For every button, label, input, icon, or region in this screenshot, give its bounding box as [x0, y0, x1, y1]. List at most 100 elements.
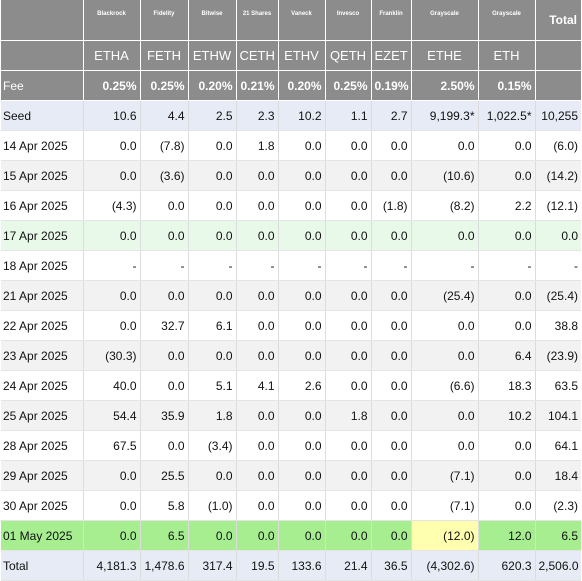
- flow-value: 0.0: [235, 160, 278, 191]
- flow-value: (10.6): [410, 160, 478, 191]
- row-date: 28 Apr 2025: [1, 430, 83, 461]
- flow-value: 0.0: [235, 520, 278, 551]
- ticker-symbol: ETHE: [410, 40, 478, 71]
- flow-value: 0.0: [324, 430, 371, 461]
- ticker-header-row: ETHA FETH ETHW CETH ETHV QETH EZET ETHE ETH: [1, 40, 581, 71]
- flow-value: 36.5: [370, 550, 411, 581]
- row-total: 63.5: [534, 370, 581, 401]
- flow-value: 0.0: [370, 130, 411, 161]
- flow-value: 1,478.6: [139, 550, 188, 581]
- flow-value: (8.2): [410, 190, 478, 221]
- issuer-name: Invesco: [324, 0, 371, 41]
- flow-value: 0.0: [187, 460, 236, 491]
- flow-value: 9,199.3*: [410, 100, 478, 131]
- flow-value: 0.0: [235, 490, 278, 521]
- flow-value: 0.0: [370, 220, 411, 251]
- flow-value: 0.0: [477, 430, 535, 461]
- flow-value: 0.0: [82, 160, 140, 191]
- flow-value: 18.3: [477, 370, 535, 401]
- flow-value: (12.0): [410, 520, 478, 551]
- flow-value: 620.3: [477, 550, 535, 581]
- row-date: 14 Apr 2025: [1, 130, 83, 161]
- fee-value: 0.20%: [277, 70, 325, 101]
- flow-value: -: [477, 250, 535, 281]
- flow-value: 0.0: [410, 220, 478, 251]
- row-total: (25.4): [534, 280, 581, 311]
- row-date: 18 Apr 2025: [1, 250, 83, 281]
- flow-value: 317.4: [187, 550, 236, 581]
- row-total: 0.0: [534, 220, 581, 251]
- flow-value: (4.3): [82, 190, 140, 221]
- issuer-name: Franklin: [370, 0, 411, 41]
- row-total: -: [534, 250, 581, 281]
- row-date: Total: [1, 550, 83, 581]
- flow-value: -: [277, 250, 325, 281]
- flow-value: 0.0: [277, 340, 325, 371]
- flow-value: 54.4: [82, 400, 140, 431]
- flow-value: 0.0: [235, 400, 278, 431]
- flow-value: 0.0: [235, 340, 278, 371]
- flow-value: (25.4): [410, 280, 478, 311]
- flow-value: 2.3: [235, 100, 278, 131]
- table-row: 29 Apr 2025 0.0 25.5 0.0 0.0 0.0 0.0 0.0 (7.1) 0.…: [1, 460, 581, 491]
- flow-value: 0.0: [82, 310, 140, 341]
- flow-value: -: [187, 250, 236, 281]
- flow-value: 0.0: [277, 310, 325, 341]
- flow-value: 0.0: [277, 430, 325, 461]
- flow-value: (7.1): [410, 460, 478, 491]
- flow-value: 4.1: [235, 370, 278, 401]
- flow-value: 40.0: [82, 370, 140, 401]
- fee-value: 0.25%: [324, 70, 371, 101]
- flow-value: 0.0: [235, 280, 278, 311]
- flow-value: 10.2: [477, 400, 535, 431]
- flow-value: 0.0: [82, 490, 140, 521]
- flow-value: (1.8): [370, 190, 411, 221]
- flow-value: (7.8): [139, 130, 188, 161]
- flow-value: 5.8: [139, 490, 188, 521]
- flow-value: 0.0: [477, 310, 535, 341]
- issuer-name: Fidelity: [139, 0, 188, 41]
- flow-value: 0.0: [139, 370, 188, 401]
- flow-value: 0.0: [370, 160, 411, 191]
- flow-value: 0.0: [370, 490, 411, 521]
- flow-value: 12.0: [477, 520, 535, 551]
- flow-value: 0.0: [277, 490, 325, 521]
- row-total: 10,255: [534, 100, 581, 131]
- flow-value: 2.2: [477, 190, 535, 221]
- flow-value: 21.4: [324, 550, 371, 581]
- flow-value: 0.0: [324, 310, 371, 341]
- flow-value: 35.9: [139, 400, 188, 431]
- flow-value: -: [82, 250, 140, 281]
- flow-value: 1.8: [187, 400, 236, 431]
- fee-value: 0.20%: [187, 70, 236, 101]
- flow-value: 0.0: [277, 520, 325, 551]
- row-total: (14.2): [534, 160, 581, 191]
- total-row: Total 4,181.3 1,478.6 317.4 19.5 133.6 21.4 36.…: [1, 550, 581, 581]
- flow-value: 0.0: [477, 280, 535, 311]
- flow-value: 0.0: [370, 370, 411, 401]
- flow-value: 5.1: [187, 370, 236, 401]
- issuer-name: 21 Shares: [235, 0, 278, 41]
- table-row: 23 Apr 2025 (30.3) 0.0 0.0 0.0 0.0 0.0 0.0 0.0 6.…: [1, 340, 581, 371]
- flow-value: (3.4): [187, 430, 236, 461]
- flow-value: (1.0): [187, 490, 236, 521]
- fee-blank: [534, 70, 581, 101]
- ticker-symbol: FETH: [139, 40, 188, 71]
- flow-value: 2.6: [277, 370, 325, 401]
- flow-value: 67.5: [82, 430, 140, 461]
- row-date: 17 Apr 2025: [1, 220, 83, 251]
- row-date: 23 Apr 2025: [1, 340, 83, 371]
- flow-value: 0.0: [277, 190, 325, 221]
- flow-value: 0.0: [324, 370, 371, 401]
- flow-value: -: [139, 250, 188, 281]
- table-row: 14 Apr 2025 0.0 (7.8) 0.0 1.8 0.0 0.0 0.0 0.0 0.0…: [1, 130, 581, 161]
- row-date: 22 Apr 2025: [1, 310, 83, 341]
- flow-value: 1.1: [324, 100, 371, 131]
- ticker-symbol: CETH: [235, 40, 278, 71]
- flow-value: 0.0: [477, 460, 535, 491]
- fee-value: 0.25%: [82, 70, 140, 101]
- row-total: (23.9): [534, 340, 581, 371]
- flow-value: 4.4: [139, 100, 188, 131]
- table-row: 24 Apr 2025 40.0 0.0 5.1 4.1 2.6 0.0 0.0 (6.6) 18…: [1, 370, 581, 401]
- row-date: 16 Apr 2025: [1, 190, 83, 221]
